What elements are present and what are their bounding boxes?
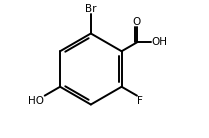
Text: O: O (133, 17, 141, 27)
Text: HO: HO (28, 96, 44, 106)
Text: F: F (137, 96, 143, 106)
Text: Br: Br (85, 4, 97, 14)
Text: OH: OH (151, 37, 167, 47)
